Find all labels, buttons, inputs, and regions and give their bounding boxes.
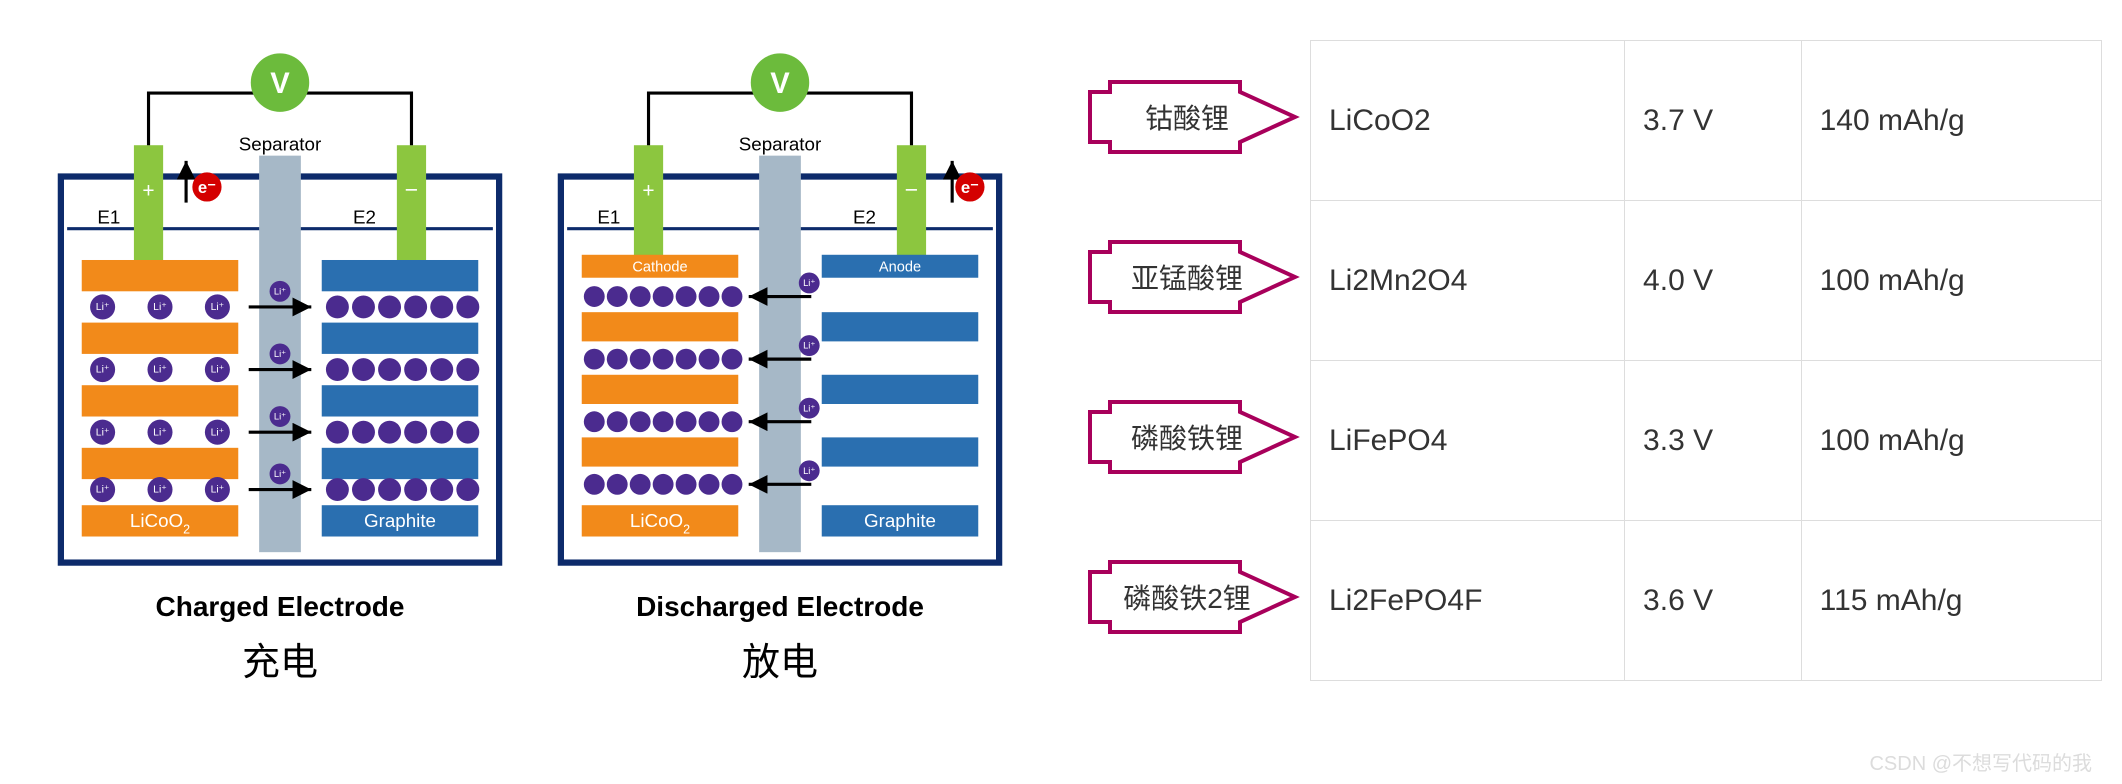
svg-text:Cathode: Cathode (632, 259, 687, 275)
diagram-row: Separator + − V e⁻ E1 E2 (0, 0, 1060, 784)
formula-cell: Li2Mn2O4 (1311, 201, 1625, 361)
svg-text:Li⁺: Li⁺ (803, 465, 815, 476)
table-row: 钴酸锂 LiCoO2 3.7 V 140 mAh/g (1080, 41, 2102, 201)
svg-text:Li⁺: Li⁺ (803, 277, 815, 288)
svg-text:Li⁺: Li⁺ (96, 365, 110, 376)
svg-text:E1: E1 (597, 206, 620, 227)
discharged-caption-en: Discharged Electrode (636, 591, 924, 623)
svg-text:e⁻: e⁻ (961, 178, 979, 197)
svg-text:V: V (770, 68, 790, 100)
voltage-cell: 3.3 V (1625, 361, 1802, 521)
svg-text:Li⁺: Li⁺ (96, 302, 110, 313)
svg-text:Graphite: Graphite (864, 510, 936, 531)
charged-diagram: Separator + − V e⁻ E1 E2 (40, 20, 520, 784)
discharged-svg: Separator + − V e⁻ E1 E2 Cathode (540, 20, 1020, 583)
voltage-cell: 3.6 V (1625, 521, 1802, 681)
svg-text:e⁻: e⁻ (198, 178, 216, 197)
svg-text:Separator: Separator (739, 133, 821, 154)
svg-text:Li⁺: Li⁺ (153, 485, 167, 496)
table-row: 磷酸铁2锂 Li2FePO4F 3.6 V 115 mAh/g (1080, 521, 2102, 681)
e2-label: E2 (353, 206, 376, 227)
table-panel: 钴酸锂 LiCoO2 3.7 V 140 mAh/g 亚锰酸锂 Li2Mn2O4… (1060, 0, 2122, 784)
voltage-cell: 4.0 V (1625, 201, 1802, 361)
discharged-caption-cn: 放电 (742, 631, 818, 686)
capacity-cell: 140 mAh/g (1801, 41, 2101, 201)
discharged-diagram: Separator + − V e⁻ E1 E2 Cathode (540, 20, 1020, 784)
charged-caption-en: Charged Electrode (156, 591, 405, 623)
arrow-label: 磷酸铁锂 (1080, 397, 1300, 477)
svg-text:Li⁺: Li⁺ (211, 365, 225, 376)
materials-table: 钴酸锂 LiCoO2 3.7 V 140 mAh/g 亚锰酸锂 Li2Mn2O4… (1080, 40, 2102, 681)
formula-cell: LiCoO2 (1311, 41, 1625, 201)
svg-text:Li⁺: Li⁺ (211, 302, 225, 313)
formula-cell: LiFePO4 (1311, 361, 1625, 521)
svg-text:Li⁺: Li⁺ (274, 285, 286, 296)
separator-label: Separator (239, 133, 321, 154)
capacity-cell: 115 mAh/g (1801, 521, 2101, 681)
svg-text:Li⁺: Li⁺ (96, 485, 110, 496)
formula-cell: Li2FePO4F (1311, 521, 1625, 681)
svg-text:Li⁺: Li⁺ (211, 427, 225, 438)
table-row: 亚锰酸锂 Li2Mn2O4 4.0 V 100 mAh/g (1080, 201, 2102, 361)
capacity-cell: 100 mAh/g (1801, 201, 2101, 361)
svg-text:−: − (905, 176, 918, 202)
svg-text:Graphite: Graphite (364, 510, 436, 531)
e1-label: E1 (97, 206, 120, 227)
svg-text:Li⁺: Li⁺ (274, 468, 286, 479)
svg-text:Li⁺: Li⁺ (803, 340, 815, 351)
svg-text:E2: E2 (853, 206, 876, 227)
svg-text:Li⁺: Li⁺ (96, 427, 110, 438)
svg-text:Anode: Anode (879, 259, 921, 275)
arrow-label: 钴酸锂 (1080, 77, 1300, 157)
svg-text:Li⁺: Li⁺ (153, 302, 167, 313)
arrow-label: 亚锰酸锂 (1080, 237, 1300, 317)
svg-text:Li⁺: Li⁺ (274, 411, 286, 422)
svg-text:Li⁺: Li⁺ (211, 485, 225, 496)
svg-text:+: + (142, 179, 154, 202)
svg-text:Li⁺: Li⁺ (803, 402, 815, 413)
arrow-label: 磷酸铁2锂 (1080, 557, 1300, 637)
capacity-cell: 100 mAh/g (1801, 361, 2101, 521)
voltage-cell: 3.7 V (1625, 41, 1802, 201)
svg-text:Li⁺: Li⁺ (274, 348, 286, 359)
voltmeter-label: V (270, 68, 290, 100)
charged-svg: Separator + − V e⁻ E1 E2 (40, 20, 520, 583)
svg-text:Li⁺: Li⁺ (153, 365, 167, 376)
charged-caption-cn: 充电 (242, 631, 318, 686)
svg-text:+: + (642, 179, 654, 202)
table-row: 磷酸铁锂 LiFePO4 3.3 V 100 mAh/g (1080, 361, 2102, 521)
svg-text:−: − (405, 176, 418, 202)
watermark: CSDN @不想写代码的我 (1869, 747, 2092, 776)
diagram-panel: Separator + − V e⁻ E1 E2 (0, 0, 1060, 784)
svg-text:Li⁺: Li⁺ (153, 427, 167, 438)
